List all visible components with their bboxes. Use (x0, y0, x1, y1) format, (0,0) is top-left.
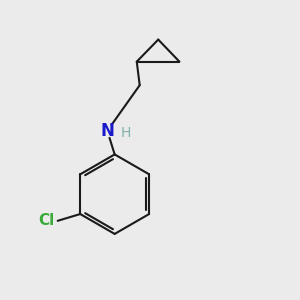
Text: Cl: Cl (38, 213, 55, 228)
Text: H: H (121, 126, 131, 140)
Text: N: N (100, 122, 114, 140)
